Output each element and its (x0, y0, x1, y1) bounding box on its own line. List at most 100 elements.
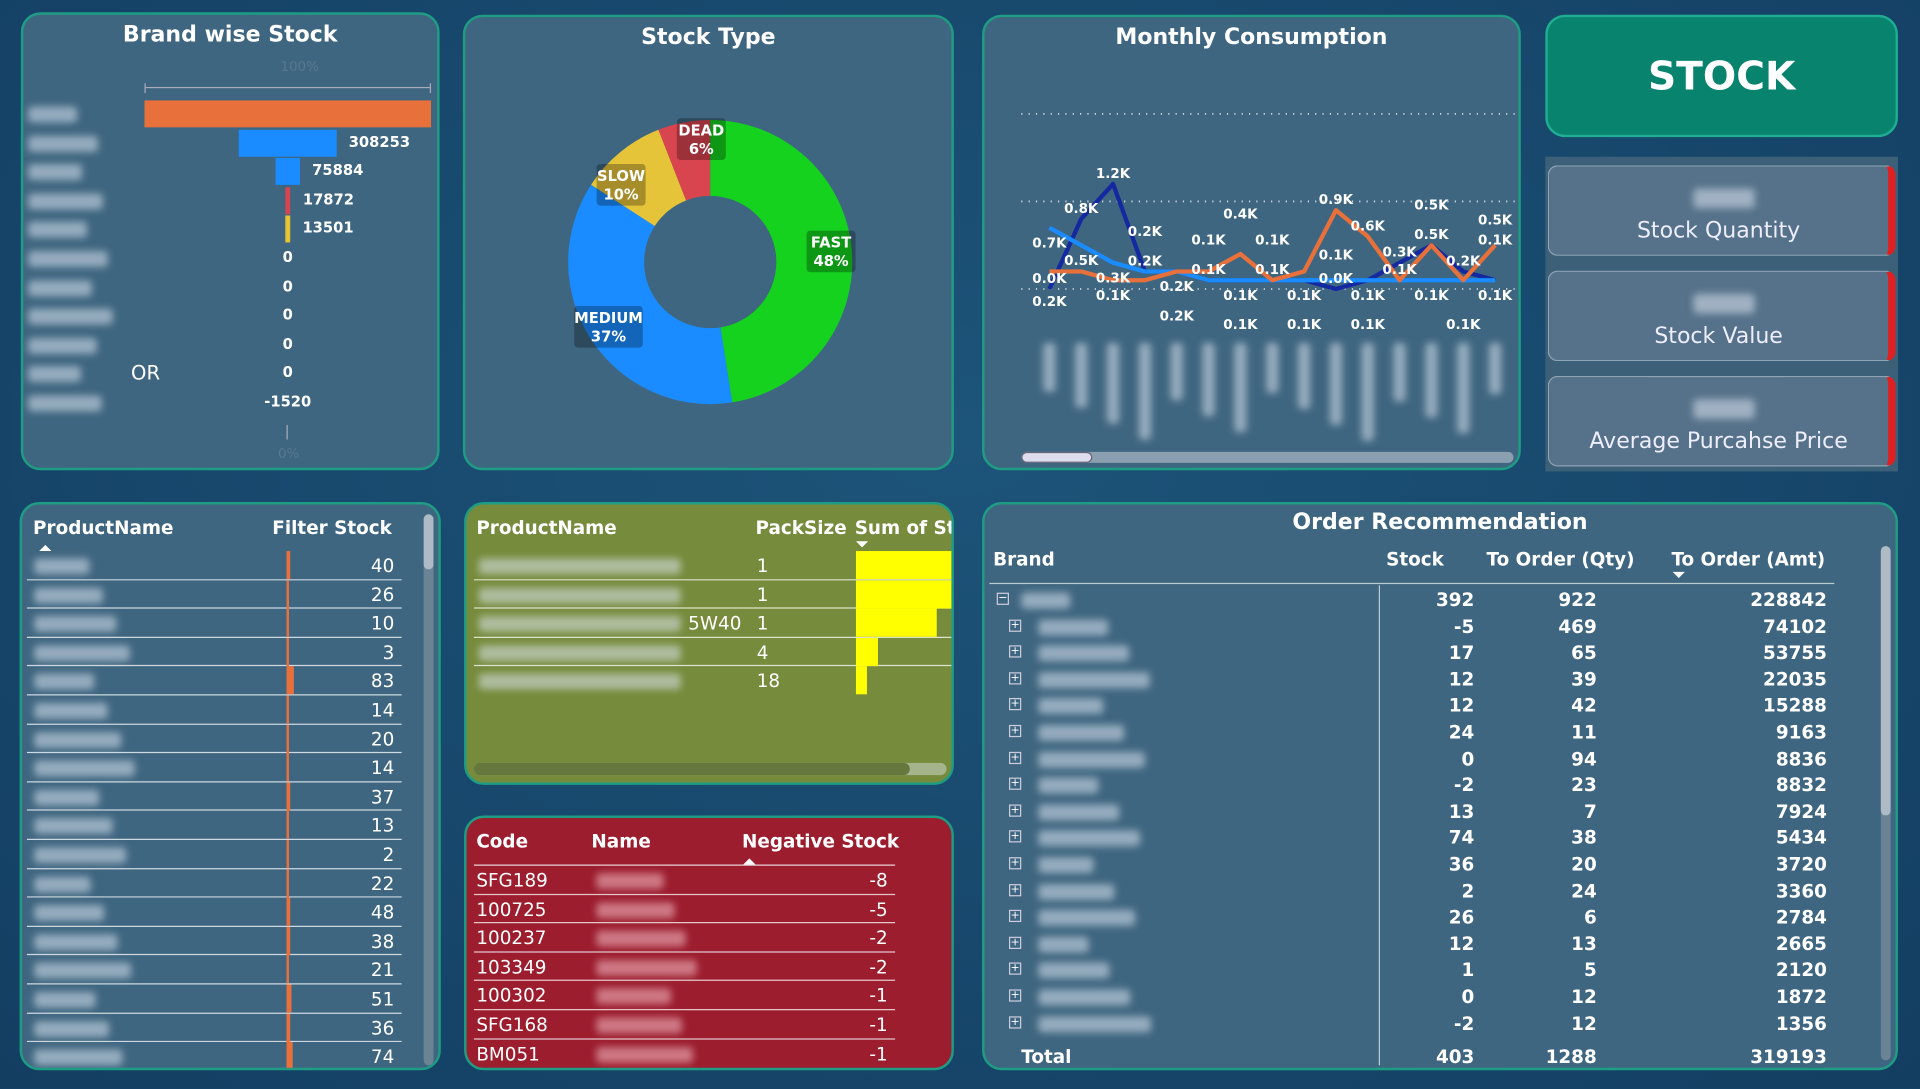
expand-icon[interactable]: + (1008, 910, 1022, 923)
table-row[interactable]: 74 (27, 1042, 402, 1068)
to-order-qty-value: 6 (1583, 906, 1597, 929)
table-row[interactable]: 38 (26, 926, 402, 956)
col-header-negative-stock[interactable]: Negative Stock (742, 830, 900, 853)
table-row[interactable]: 36 (26, 1013, 402, 1043)
table-row[interactable]: 10 (26, 608, 402, 638)
table-row[interactable]: 40 (26, 551, 402, 580)
table-row[interactable]: +13 7 7924 (984, 801, 1841, 827)
horizontal-scrollbar[interactable] (473, 762, 947, 776)
scrollbar-thumb[interactable] (1021, 451, 1093, 463)
table-row[interactable]: +2 24 3360 (984, 880, 1841, 906)
col-header-to-order-qty[interactable]: To Order (Qty) (1486, 548, 1635, 571)
kpi-card[interactable]: Average Purcahse Price (1547, 375, 1896, 467)
table-row[interactable]: +26 6 2784 (984, 906, 1841, 932)
expand-icon[interactable]: + (1008, 724, 1022, 738)
table-row[interactable]: 1 (473, 579, 952, 609)
line-chart[interactable]: 0.0K 0.8K 1.2K 0.2K 0.2K 0.1K 0.1K 0.1K 0.1K 0.0K… (984, 17, 1520, 470)
expand-icon[interactable]: + (1008, 989, 1022, 1002)
table-row[interactable]: 100302 -1 (473, 981, 896, 1011)
collapse-icon[interactable]: − (996, 592, 1009, 605)
table-row[interactable]: SFG168 -1 (473, 1010, 896, 1040)
table-row[interactable]: + -2 23 8832 (984, 774, 1841, 800)
table-row[interactable]: +36 20 3720 (984, 853, 1841, 879)
data-label: 0.0K (1032, 272, 1067, 287)
col-header-packsize[interactable]: PackSize (755, 516, 847, 539)
expand-icon[interactable]: + (1008, 936, 1022, 949)
table-row[interactable]: +74 38 5434 (984, 827, 1841, 853)
table-row[interactable]: 3 (26, 637, 402, 667)
expand-icon[interactable]: + (1008, 645, 1022, 658)
table-row[interactable]: 14 (26, 695, 402, 725)
table-row[interactable]: 13 (26, 811, 402, 840)
col-header-productname[interactable]: ProductName (476, 516, 617, 539)
expand-icon[interactable]: + (1008, 672, 1022, 685)
expand-icon[interactable]: + (1008, 751, 1022, 764)
col-header-productname[interactable]: ProductName (33, 516, 174, 539)
table-row[interactable]: 26 (26, 579, 402, 609)
table-row[interactable]: 83 (26, 666, 402, 696)
table-row[interactable]: 48 (26, 897, 402, 927)
donut-slice-dead[interactable] (658, 120, 711, 201)
funnel-bar[interactable] (284, 187, 291, 215)
table-row[interactable]: − 392 922 228842 (984, 589, 1841, 615)
table-row[interactable]: 21 (26, 955, 402, 985)
expand-icon[interactable]: + (1008, 698, 1022, 711)
expand-icon[interactable]: + (1008, 777, 1022, 791)
table-row[interactable]: 4 (473, 637, 952, 667)
table-row[interactable]: 100237 -2 (473, 924, 896, 953)
vertical-scrollbar[interactable] (1880, 546, 1891, 1061)
table-row[interactable]: 20 (26, 724, 402, 754)
expand-icon[interactable]: + (1008, 804, 1022, 817)
table-row[interactable]: 22 (26, 868, 402, 898)
funnel-bar[interactable] (144, 100, 432, 128)
col-header-name[interactable]: Name (591, 830, 651, 853)
table-row[interactable]: 5W40 1 (473, 608, 952, 638)
col-header-brand[interactable]: Brand (993, 548, 1055, 571)
table-row[interactable]: +1 5 2120 (984, 959, 1841, 985)
table-row[interactable]: 100725 -5 (473, 895, 896, 924)
table-row[interactable]: BM051 -1 (474, 1039, 895, 1068)
kpi-card[interactable]: Stock Quantity (1547, 165, 1896, 256)
funnel-bar[interactable] (239, 129, 337, 157)
col-header-stock[interactable]: Stock (1386, 548, 1444, 571)
donut-slice-fast[interactable] (710, 120, 853, 403)
table-row[interactable]: + -5 469 74102 (984, 615, 1841, 641)
table-row[interactable]: SFG189 -8 (473, 866, 896, 895)
expand-icon[interactable]: + (1008, 1015, 1022, 1029)
table-row[interactable]: 1 (473, 551, 952, 580)
table-row[interactable]: + -2 12 1356 (984, 1012, 1841, 1038)
table-row[interactable]: +12 13 2665 (984, 933, 1841, 959)
table-row[interactable]: +12 39 22035 (984, 668, 1841, 694)
col-header-to-order-amt[interactable]: To Order (Amt) (1671, 548, 1826, 571)
funnel-bar[interactable] (285, 215, 291, 243)
table-row[interactable]: +24 11 9163 (984, 721, 1841, 747)
kpi-label: Stock Quantity (1636, 217, 1801, 244)
table-row[interactable]: 2 (26, 840, 402, 869)
col-header-sum-of-stock[interactable]: Sum of Sto (854, 516, 952, 539)
table-row[interactable]: 14 (26, 753, 402, 783)
table-row[interactable]: +12 42 15288 (984, 695, 1841, 721)
table-row[interactable]: +0 94 8836 (984, 748, 1841, 774)
table-row[interactable]: 37 (26, 782, 402, 812)
data-label: 0.1K (1096, 289, 1131, 304)
table-row[interactable]: 103349 -2 (473, 952, 896, 982)
donut-slice-medium[interactable] (568, 184, 733, 405)
table-row[interactable]: 51 (26, 984, 402, 1014)
col-header-code[interactable]: Code (476, 830, 529, 853)
table-row[interactable]: +17 65 53755 (984, 642, 1841, 668)
col-header-filter-stock[interactable]: Filter Stock (272, 516, 392, 539)
expand-icon[interactable]: + (1008, 857, 1022, 870)
table-row[interactable]: +0 12 1872 (984, 986, 1841, 1012)
donut-slice-slow[interactable] (591, 129, 687, 227)
kpi-card[interactable]: Stock Value (1547, 270, 1896, 362)
vertical-scrollbar[interactable] (423, 514, 434, 1066)
table-row[interactable]: 18 (474, 666, 952, 696)
horizontal-scrollbar[interactable] (1021, 451, 1514, 463)
funnel-bar[interactable] (275, 158, 300, 186)
expand-icon[interactable]: + (1008, 619, 1022, 632)
expand-icon[interactable]: + (1008, 883, 1022, 896)
series-line-2[interactable] (1049, 208, 1497, 283)
expand-icon[interactable]: + (1008, 830, 1022, 843)
expand-icon[interactable]: + (1008, 962, 1022, 976)
